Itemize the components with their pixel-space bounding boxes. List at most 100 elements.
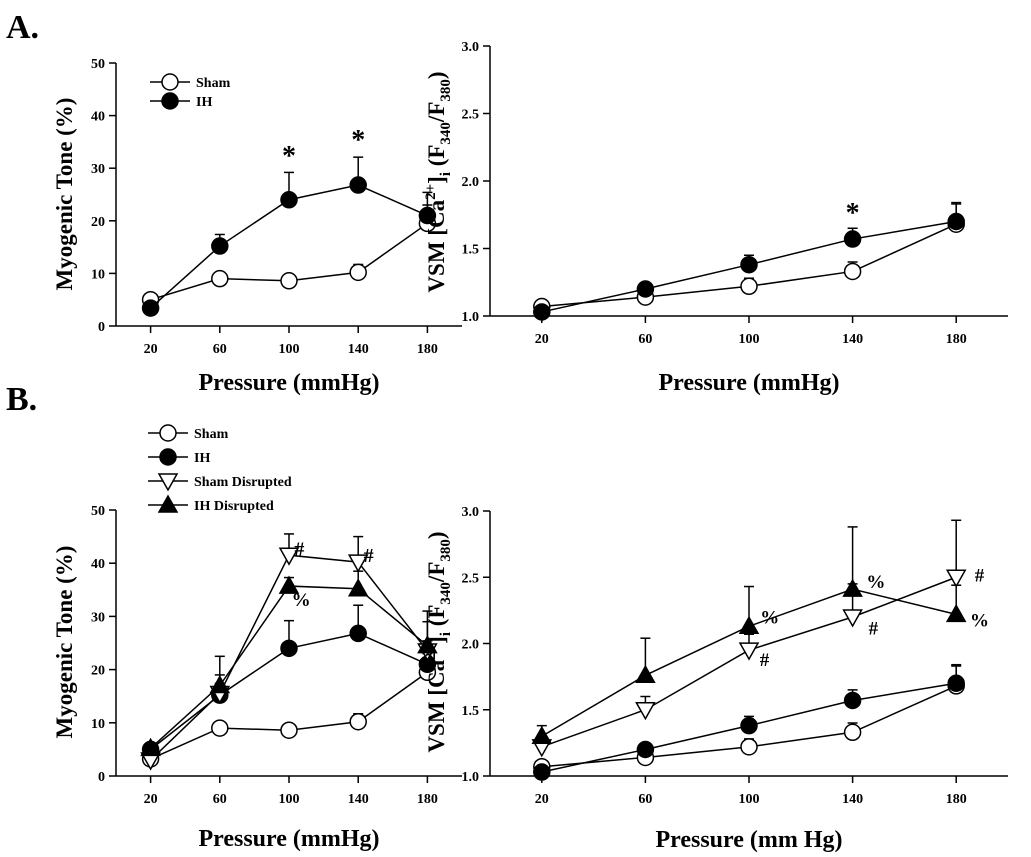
y-tick-label: 10 [91, 267, 105, 282]
annotation: # [364, 545, 374, 567]
data-point [843, 723, 862, 742]
y-axis-title-part: ] [424, 176, 449, 184]
data-point [347, 578, 369, 597]
series-ih-disrupted [531, 526, 967, 744]
legend-label: Sham [194, 427, 229, 442]
data-point [347, 554, 369, 573]
chart-3: 0 10 20 30 40 50 20 60 100 140 180 Pressure (mmHg) M… [52, 424, 462, 852]
legend-label: IH Disrupted [194, 499, 274, 514]
data-point [211, 719, 229, 737]
y-axis-title-part: ) [424, 71, 449, 79]
x-tick-label: 20 [535, 332, 549, 347]
legend-marker [157, 473, 179, 492]
x-tick-label: 20 [535, 792, 549, 807]
annotation: # [869, 618, 879, 639]
x-tick-label: 180 [946, 332, 967, 347]
annotation: # [975, 565, 985, 586]
y-axis-title-part: ) [424, 531, 449, 539]
x-tick-label: 140 [842, 792, 863, 807]
data-point [533, 763, 551, 781]
y-axis-title-part: /F [424, 562, 449, 583]
x-tick-label: 140 [348, 792, 369, 807]
x-tick-label: 140 [842, 332, 863, 347]
legend-marker [157, 494, 179, 513]
legend-marker [159, 448, 177, 466]
data-point [843, 262, 862, 281]
annotation: # [294, 538, 304, 560]
y-tick-label: 10 [91, 717, 105, 732]
y-tick-label: 0 [98, 770, 105, 785]
chart-2: 1.0 1.5 2.0 2.5 3.0 20 60 100 140 180 Pressure (mm… [423, 40, 1008, 396]
data-point [280, 639, 298, 658]
series-ih [533, 201, 965, 321]
x-tick-label: 20 [144, 792, 158, 807]
legend-label: Sham Disrupted [194, 475, 292, 490]
data-point [945, 603, 967, 623]
x-tick-label: 60 [213, 792, 227, 807]
legend-marker [161, 92, 179, 110]
data-point [349, 624, 367, 643]
x-tick-label: 180 [417, 792, 438, 807]
data-point [280, 721, 298, 739]
data-point [740, 255, 758, 274]
data-point [141, 299, 160, 317]
series-line [150, 671, 428, 760]
x-tick-label: 140 [348, 342, 369, 357]
y-tick-label: 2.5 [462, 108, 480, 123]
annotation: * [351, 125, 365, 156]
chart-1: 0 10 20 30 40 50 20 60 100 140 180 Pressure (mmHg) M… [52, 57, 462, 396]
data-point [635, 664, 656, 684]
x-tick-label: 100 [279, 792, 300, 807]
data-point [635, 702, 656, 721]
data-point [738, 642, 760, 661]
legend: Sham IH [150, 73, 231, 110]
y-tick-label: 0 [98, 320, 105, 335]
y-axis-title-part: (F [424, 605, 449, 632]
y-axis-title-part: 2+ [423, 644, 439, 660]
y-tick-label: 2.0 [462, 638, 480, 653]
y-tick-label: 1.5 [462, 243, 480, 258]
panel-label-a: A. [6, 9, 39, 46]
data-point [947, 212, 965, 231]
series-ih [533, 663, 965, 781]
annotation: % [970, 610, 989, 631]
series-ih [141, 156, 437, 317]
data-point [843, 691, 862, 710]
data-point [740, 277, 758, 296]
data-point [636, 280, 655, 298]
data-point [211, 237, 229, 255]
y-axis-title-part: 380 [438, 539, 454, 562]
data-point [349, 712, 367, 731]
annotation: * [282, 141, 296, 172]
data-point [280, 191, 298, 209]
x-tick-label: 20 [144, 342, 158, 357]
y-axis-title-part: i [438, 632, 454, 636]
data-point [533, 303, 551, 321]
legend-marker [159, 424, 177, 442]
data-point [280, 272, 298, 290]
y-axis-title: VSM [Ca2+]i (F340/F380) [423, 531, 454, 752]
panel-label-b: B. [6, 381, 37, 418]
y-tick-label: 50 [91, 57, 105, 72]
annotation: % [760, 608, 779, 629]
y-axis-title-part: 2+ [423, 184, 439, 200]
y-tick-label: 40 [91, 110, 105, 125]
x-tick-label: 100 [739, 332, 760, 347]
y-axis-title-part: (F [424, 145, 449, 172]
x-axis-title: Pressure (mmHg) [198, 370, 379, 396]
y-axis-title: VSM [Ca2+]i (F340/F380) [423, 71, 454, 292]
data-point [278, 547, 300, 566]
chart-4: 1.0 1.5 2.0 2.5 3.0 20 60 100 140 180 Pressure (mm… [423, 505, 1008, 853]
x-axis-title: Pressure (mmHg) [658, 370, 839, 396]
y-tick-label: 40 [91, 557, 105, 572]
series-sham [141, 652, 437, 768]
data-point [843, 230, 862, 248]
data-point [417, 635, 438, 654]
y-axis-title-part: VSM [Ca [424, 659, 449, 752]
data-point [209, 675, 231, 694]
y-tick-label: 30 [91, 610, 105, 625]
y-tick-label: 2.0 [462, 175, 480, 190]
y-axis-title-part: 380 [438, 79, 454, 102]
